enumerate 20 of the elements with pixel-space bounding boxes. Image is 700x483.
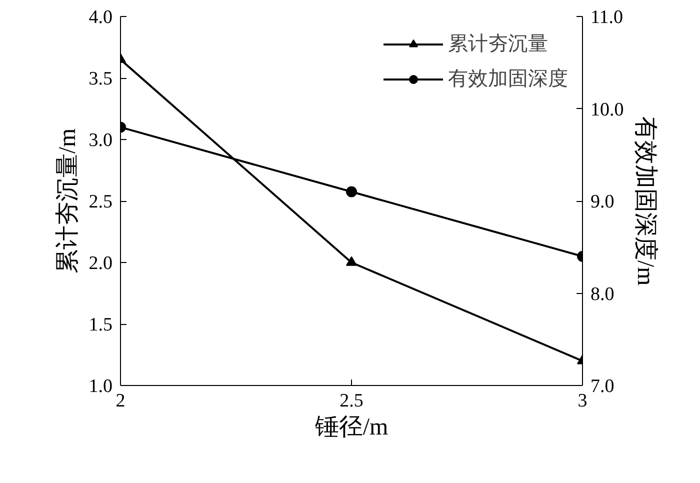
- y2-tick-label: 11.0: [590, 7, 624, 28]
- legend-label: 累计夯沉量: [448, 32, 548, 57]
- y2-tick-label: 7.0: [590, 376, 614, 397]
- y2-tick-label: 8.0: [590, 284, 614, 305]
- x-axis-title: 锤径/m: [314, 414, 388, 440]
- y2-axis-title: 有效加固深度/m: [632, 116, 659, 286]
- y-tick-label: 4.0: [88, 7, 112, 28]
- legend-label: 有效加固深度: [448, 67, 568, 92]
- y-axis-title: 累计夯沉量/m: [54, 128, 81, 274]
- x-tick-label: 3: [578, 390, 588, 412]
- y-tick-label: 3.5: [88, 68, 112, 90]
- y-tick-label: 2.5: [88, 192, 112, 212]
- y2-tick-label: 9.0: [590, 192, 614, 212]
- y-tick-label: 2.0: [88, 253, 112, 274]
- x-tick-label: 2.5: [340, 390, 364, 412]
- x-tick-label: 2: [116, 390, 126, 412]
- y-tick-label: 1.5: [88, 314, 112, 336]
- y-tick-label: 1.0: [88, 376, 112, 397]
- y2-tick-label: 10.0: [590, 99, 624, 120]
- y-tick-label: 3.0: [88, 130, 112, 151]
